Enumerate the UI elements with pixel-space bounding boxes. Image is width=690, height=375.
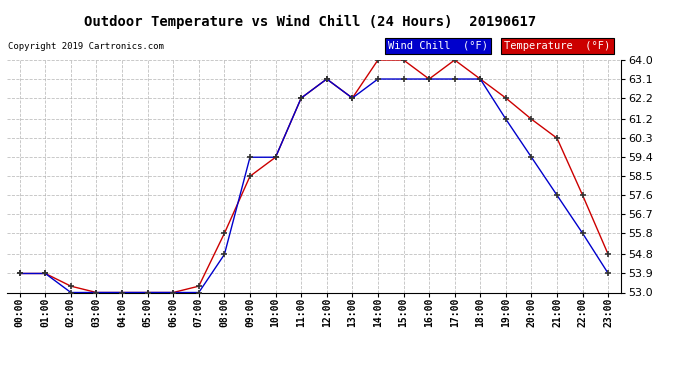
Text: Copyright 2019 Cartronics.com: Copyright 2019 Cartronics.com [8,42,164,51]
Text: Outdoor Temperature vs Wind Chill (24 Hours)  20190617: Outdoor Temperature vs Wind Chill (24 Ho… [84,15,537,29]
Text: Temperature  (°F): Temperature (°F) [504,41,611,51]
Text: Wind Chill  (°F): Wind Chill (°F) [388,41,488,51]
